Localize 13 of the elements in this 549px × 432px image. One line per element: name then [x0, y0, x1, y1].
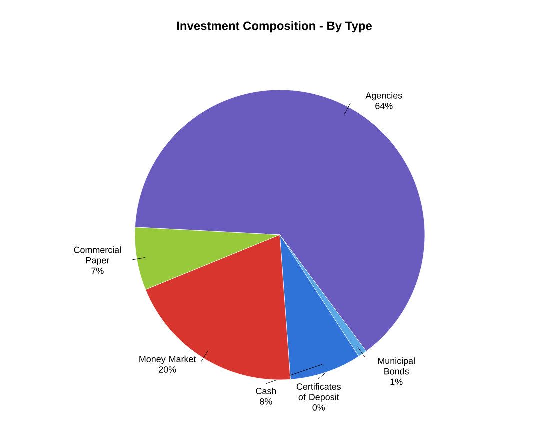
- category-label: Certificates of Deposit: [296, 383, 341, 402]
- data-label: 1%: [390, 378, 403, 386]
- data-label: 20%: [159, 366, 176, 373]
- slice-label: Cash: [256, 388, 276, 394]
- data-label: 7%: [92, 268, 104, 274]
- slice-label: Agencies: [366, 92, 402, 101]
- data-label: 64%: [376, 102, 393, 110]
- slice-label: Commercial Paper: [74, 246, 121, 266]
- slice-label: Municipal Bonds: [378, 358, 415, 375]
- slice-label: Money Market: [140, 356, 196, 364]
- data-label: 8%: [260, 398, 272, 405]
- text: 0%: [312, 404, 326, 411]
- chart-title: Investment Composition - By Type: [177, 21, 372, 33]
